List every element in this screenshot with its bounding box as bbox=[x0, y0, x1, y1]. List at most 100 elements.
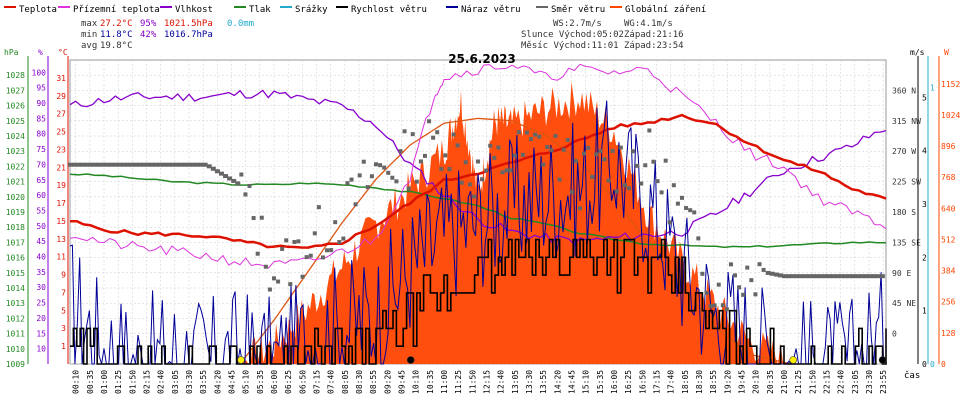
humidity-tick: 30 bbox=[36, 283, 46, 292]
x-tick-label: 11:25 bbox=[454, 370, 463, 394]
x-tick-label: 04:20 bbox=[213, 370, 222, 394]
direction-mark bbox=[149, 162, 155, 167]
direction-mark bbox=[272, 276, 276, 281]
temperature-tick: 3 bbox=[61, 324, 66, 333]
series-wind-direction bbox=[68, 119, 885, 312]
direction-mark bbox=[798, 274, 804, 279]
direction-mark bbox=[92, 162, 98, 167]
humidity-tick: 70 bbox=[36, 160, 46, 169]
stat-max-press: 1021.5hPa bbox=[164, 19, 213, 29]
humidity-tick: 50 bbox=[36, 222, 46, 231]
direction-mark bbox=[818, 274, 824, 279]
x-tick-label: 17:40 bbox=[667, 370, 676, 394]
direction-mark bbox=[875, 274, 881, 279]
x-tick-label: 07:15 bbox=[313, 370, 322, 394]
direction-tick: 360 N bbox=[892, 86, 916, 95]
direction-tick: 225 SW bbox=[892, 178, 921, 187]
x-tick-label: 09:45 bbox=[398, 370, 407, 394]
x-tick-label: 18:05 bbox=[681, 370, 690, 394]
series-pressure bbox=[69, 173, 887, 249]
x-tick-label: 23:55 bbox=[879, 370, 888, 394]
direction-mark bbox=[492, 155, 497, 160]
pressure-tick: 1026 bbox=[6, 102, 25, 111]
x-tick-label: 12:40 bbox=[497, 370, 506, 394]
axis-unit: W bbox=[944, 48, 949, 57]
direction-mark bbox=[80, 162, 86, 167]
direction-mark bbox=[374, 162, 378, 167]
direction-mark bbox=[467, 182, 472, 187]
wind-tick: 5 bbox=[922, 93, 927, 102]
direction-mark bbox=[635, 163, 640, 168]
x-tick-label: 17:15 bbox=[653, 370, 662, 394]
legend-label: Srážky bbox=[295, 5, 328, 15]
direction-mark bbox=[214, 169, 220, 174]
direction-mark bbox=[170, 162, 175, 167]
direction-mark bbox=[341, 236, 346, 241]
direction-mark bbox=[288, 282, 293, 287]
direction-mark bbox=[227, 176, 233, 181]
direction-mark bbox=[712, 303, 717, 308]
direction-mark bbox=[145, 162, 151, 167]
legend-label: Směr větru bbox=[551, 5, 605, 15]
direction-mark bbox=[231, 178, 237, 183]
stat-max-rain: 0.0mm bbox=[227, 19, 254, 29]
axis-unit: °C bbox=[58, 48, 68, 57]
direction-mark bbox=[773, 272, 779, 277]
direction-mark bbox=[761, 267, 766, 272]
direction-mark bbox=[626, 186, 631, 191]
x-tick-label: 10:10 bbox=[412, 370, 421, 394]
direction-mark bbox=[353, 202, 358, 207]
temperature-tick: 1 bbox=[61, 342, 66, 351]
direction-mark bbox=[88, 162, 94, 167]
series-radiation-theoretical bbox=[239, 117, 791, 365]
direction-mark bbox=[202, 162, 208, 167]
direction-mark bbox=[263, 264, 268, 269]
direction-mark bbox=[239, 172, 244, 177]
direction-mark bbox=[520, 152, 525, 157]
humidity-tick: 85 bbox=[36, 114, 46, 123]
direction-mark bbox=[84, 162, 90, 167]
direction-mark bbox=[337, 240, 342, 245]
x-tick-label: 16:50 bbox=[638, 370, 647, 394]
humidity-tick: 100 bbox=[32, 68, 47, 77]
direction-mark bbox=[561, 147, 566, 152]
stat-max-label: max bbox=[81, 19, 98, 29]
x-tick-label: 08:05 bbox=[341, 370, 350, 394]
stat-min-hum: 42% bbox=[140, 30, 157, 40]
direction-mark bbox=[806, 274, 812, 279]
temperature-tick: 29 bbox=[56, 92, 66, 101]
direction-mark bbox=[782, 274, 787, 279]
direction-mark bbox=[802, 274, 808, 279]
direction-mark bbox=[704, 290, 709, 295]
direction-mark bbox=[675, 201, 680, 206]
direction-mark bbox=[259, 215, 264, 220]
direction-mark bbox=[618, 145, 623, 150]
direction-mark bbox=[333, 220, 338, 225]
stat-avg-label: avg bbox=[81, 41, 97, 51]
x-tick-label: 11:50 bbox=[468, 370, 477, 394]
direction-mark bbox=[194, 162, 200, 167]
direction-mark bbox=[753, 292, 758, 297]
x-tick-label: 13:30 bbox=[525, 370, 534, 394]
x-tick-label: 21:25 bbox=[794, 370, 803, 394]
legend-label: Přízemní teplota bbox=[73, 5, 160, 15]
direction-tick: 45 NE bbox=[892, 299, 916, 308]
direction-mark bbox=[859, 274, 865, 279]
pressure-tick: 1015 bbox=[6, 269, 25, 278]
radiation-tick: 256 bbox=[941, 298, 956, 307]
wind-tick: 0 bbox=[922, 360, 927, 369]
x-axis-label: čas bbox=[904, 370, 920, 381]
info-moonset: Západ:23:54 bbox=[624, 41, 684, 51]
direction-mark bbox=[451, 132, 456, 137]
direction-mark bbox=[255, 251, 260, 256]
x-tick-label: 01:50 bbox=[128, 370, 137, 394]
pressure-tick: 1022 bbox=[6, 162, 25, 171]
direction-mark bbox=[737, 285, 742, 290]
direction-mark bbox=[394, 179, 399, 184]
direction-mark bbox=[720, 303, 725, 308]
direction-mark bbox=[835, 274, 841, 279]
temperature-tick: 13 bbox=[56, 235, 66, 244]
direction-mark bbox=[716, 282, 721, 287]
direction-mark bbox=[312, 231, 317, 236]
direction-mark bbox=[590, 174, 595, 179]
